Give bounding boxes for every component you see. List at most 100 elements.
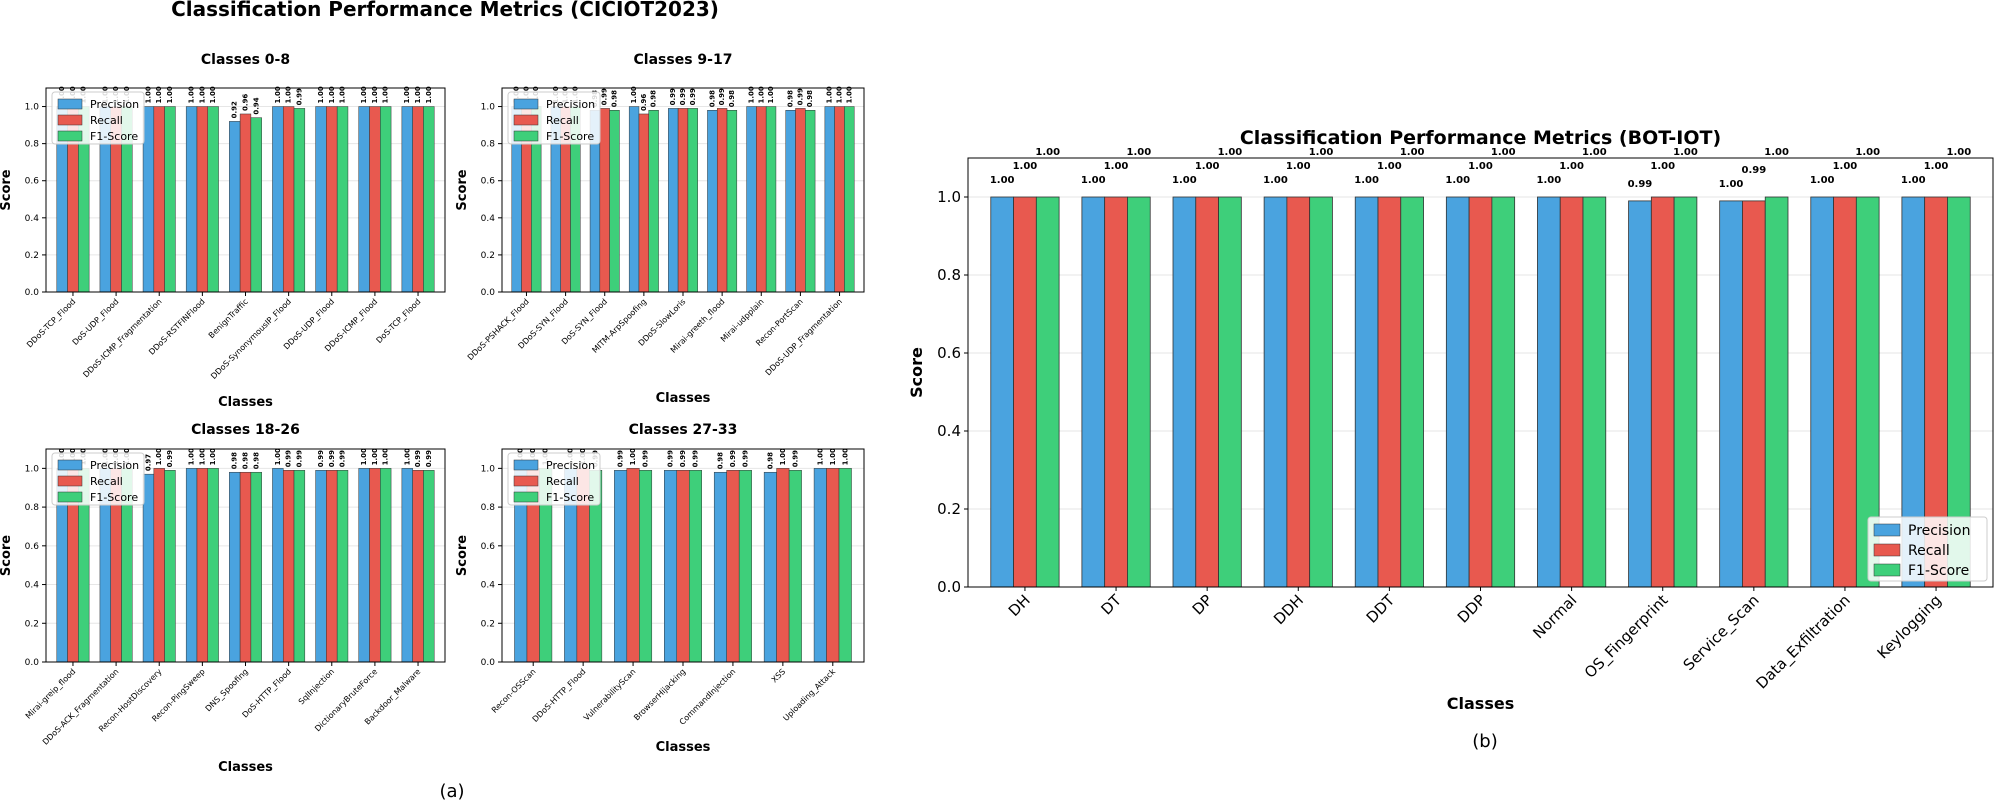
y-tick-label: 0.0 (25, 658, 40, 668)
bar-recall-8 (795, 108, 806, 293)
legend: Precision Recall F1-Score (51, 452, 145, 506)
value-label: 1.00 (155, 86, 163, 103)
value-label: 1.00 (144, 86, 152, 103)
bar-precision-6 (272, 468, 284, 663)
value-label: 1.00 (425, 86, 433, 103)
x-axis-label: Classes (218, 395, 273, 410)
x-tick-label: DDoS-ACK_Fragmentation (41, 667, 121, 747)
bar-precision-3 (614, 470, 628, 663)
value-label: 0.96 (242, 94, 250, 111)
bar-precision-6 (707, 110, 718, 293)
legend: Precision Recall F1-Score (1867, 516, 1988, 582)
y-tick-label: 0.4 (25, 581, 40, 591)
value-label: 0.98 (708, 90, 716, 107)
y-tick-label: 1.0 (25, 464, 40, 474)
bar-recall-5 (726, 470, 740, 663)
legend-swatch-f1-score (1873, 563, 1901, 577)
bar-f1-score-4 (207, 468, 219, 663)
value-label: 1.00 (1901, 175, 1926, 186)
legend-swatch-recall (513, 114, 539, 126)
value-label: 0.99 (295, 450, 303, 467)
value-label: 1.00 (188, 86, 196, 103)
value-label: 0.99 (679, 450, 687, 467)
bar-f1-score-6 (293, 108, 306, 293)
value-label: 0.92 (231, 101, 239, 118)
bar-recall-4 (1286, 196, 1311, 588)
y-tick-label: 0.0 (481, 658, 496, 668)
value-label: 0.99 (741, 450, 749, 467)
legend-label: F1-Score (1908, 563, 1969, 579)
bar-recall-7 (326, 106, 338, 293)
y-axis-label: Score (0, 169, 14, 210)
y-tick-label: 1.0 (481, 103, 496, 113)
bar-f1-score-2 (1127, 196, 1151, 588)
legend-swatch-f1-score (57, 491, 83, 503)
value-label: 1.00 (1195, 161, 1220, 172)
x-tick-label: OS_Fingerprint (1581, 591, 1672, 682)
x-axis-label: Classes (656, 740, 711, 755)
x-tick-label: DDoS-PSHACK_Flood (466, 297, 531, 362)
value-label: 1.00 (198, 448, 206, 465)
bar-precision-10 (1810, 196, 1834, 588)
value-label: 1.00 (1013, 161, 1038, 172)
bar-recall-3 (626, 468, 640, 663)
value-label: 0.98 (252, 452, 260, 469)
bar-recall-6 (776, 468, 790, 663)
value-label: 1.00 (1924, 161, 1949, 172)
bar-precision-2 (1081, 196, 1106, 588)
y-tick-label: 0.4 (481, 214, 496, 224)
value-label: 0.99 (425, 450, 433, 467)
value-label: 1.00 (829, 448, 837, 465)
y-tick-label: 1.0 (25, 103, 40, 113)
bar-f1-score-5 (738, 470, 752, 663)
value-label: 1.00 (317, 86, 325, 103)
bar-f1-score-7 (765, 106, 777, 293)
legend-swatch-f1-score (513, 130, 539, 142)
bar-f1-score-4 (207, 106, 219, 293)
value-label: 0.98 (787, 90, 795, 107)
bar-f1-score-3 (609, 110, 620, 293)
y-tick-label: 1.0 (937, 188, 961, 206)
y-tick-label: 0.8 (481, 503, 496, 513)
value-label: 1.00 (360, 448, 368, 465)
x-tick-label: Uploading_Attack (781, 667, 837, 723)
value-label: 0.99 (414, 450, 422, 467)
bar-f1-score-3 (1218, 196, 1242, 588)
value-label: 0.97 (144, 454, 152, 471)
bar-precision-9 (401, 106, 413, 293)
x-tick-label: SqlInjection (297, 667, 336, 706)
bar-precision-8 (358, 468, 370, 663)
value-label: 1.00 (1559, 161, 1584, 172)
value-label: 0.98 (231, 452, 239, 469)
value-label: 0.98 (766, 452, 774, 469)
bar-recall-4 (676, 470, 690, 663)
bar-f1-score-5 (1400, 196, 1424, 588)
value-label: 1.00 (188, 448, 196, 465)
value-label: 1.00 (1719, 179, 1744, 190)
legend-label: F1-Score (546, 491, 594, 504)
bar-recall-7 (756, 106, 767, 293)
bar-precision-3 (1172, 196, 1197, 588)
bar-precision-7 (1537, 196, 1561, 588)
value-label: 1.00 (209, 448, 217, 465)
bar-precision-9 (824, 106, 835, 293)
y-tick-label: 0.4 (481, 581, 496, 591)
bar-recall-5 (677, 108, 689, 293)
legend-swatch-f1-score (57, 130, 83, 142)
value-label: 1.00 (779, 448, 787, 465)
bar-f1-score-5 (250, 471, 262, 663)
value-label: 0.99 (1741, 165, 1766, 176)
chart-1: 1.001.001.001.000.921.001.001.001.001.00… (0, 52, 446, 410)
value-label: 1.00 (339, 86, 347, 103)
value-label: 0.99 (601, 88, 609, 105)
value-label: 1.00 (816, 448, 824, 465)
value-label: 1.00 (1400, 147, 1425, 158)
value-label: 1.00 (382, 448, 390, 465)
bar-precision-3 (142, 106, 155, 293)
value-label: 1.00 (198, 86, 206, 103)
value-label: 1.00 (1673, 147, 1698, 158)
bar-recall-7 (326, 470, 338, 663)
y-tick-label: 0.8 (25, 140, 40, 150)
x-axis-label: Classes (656, 391, 711, 406)
